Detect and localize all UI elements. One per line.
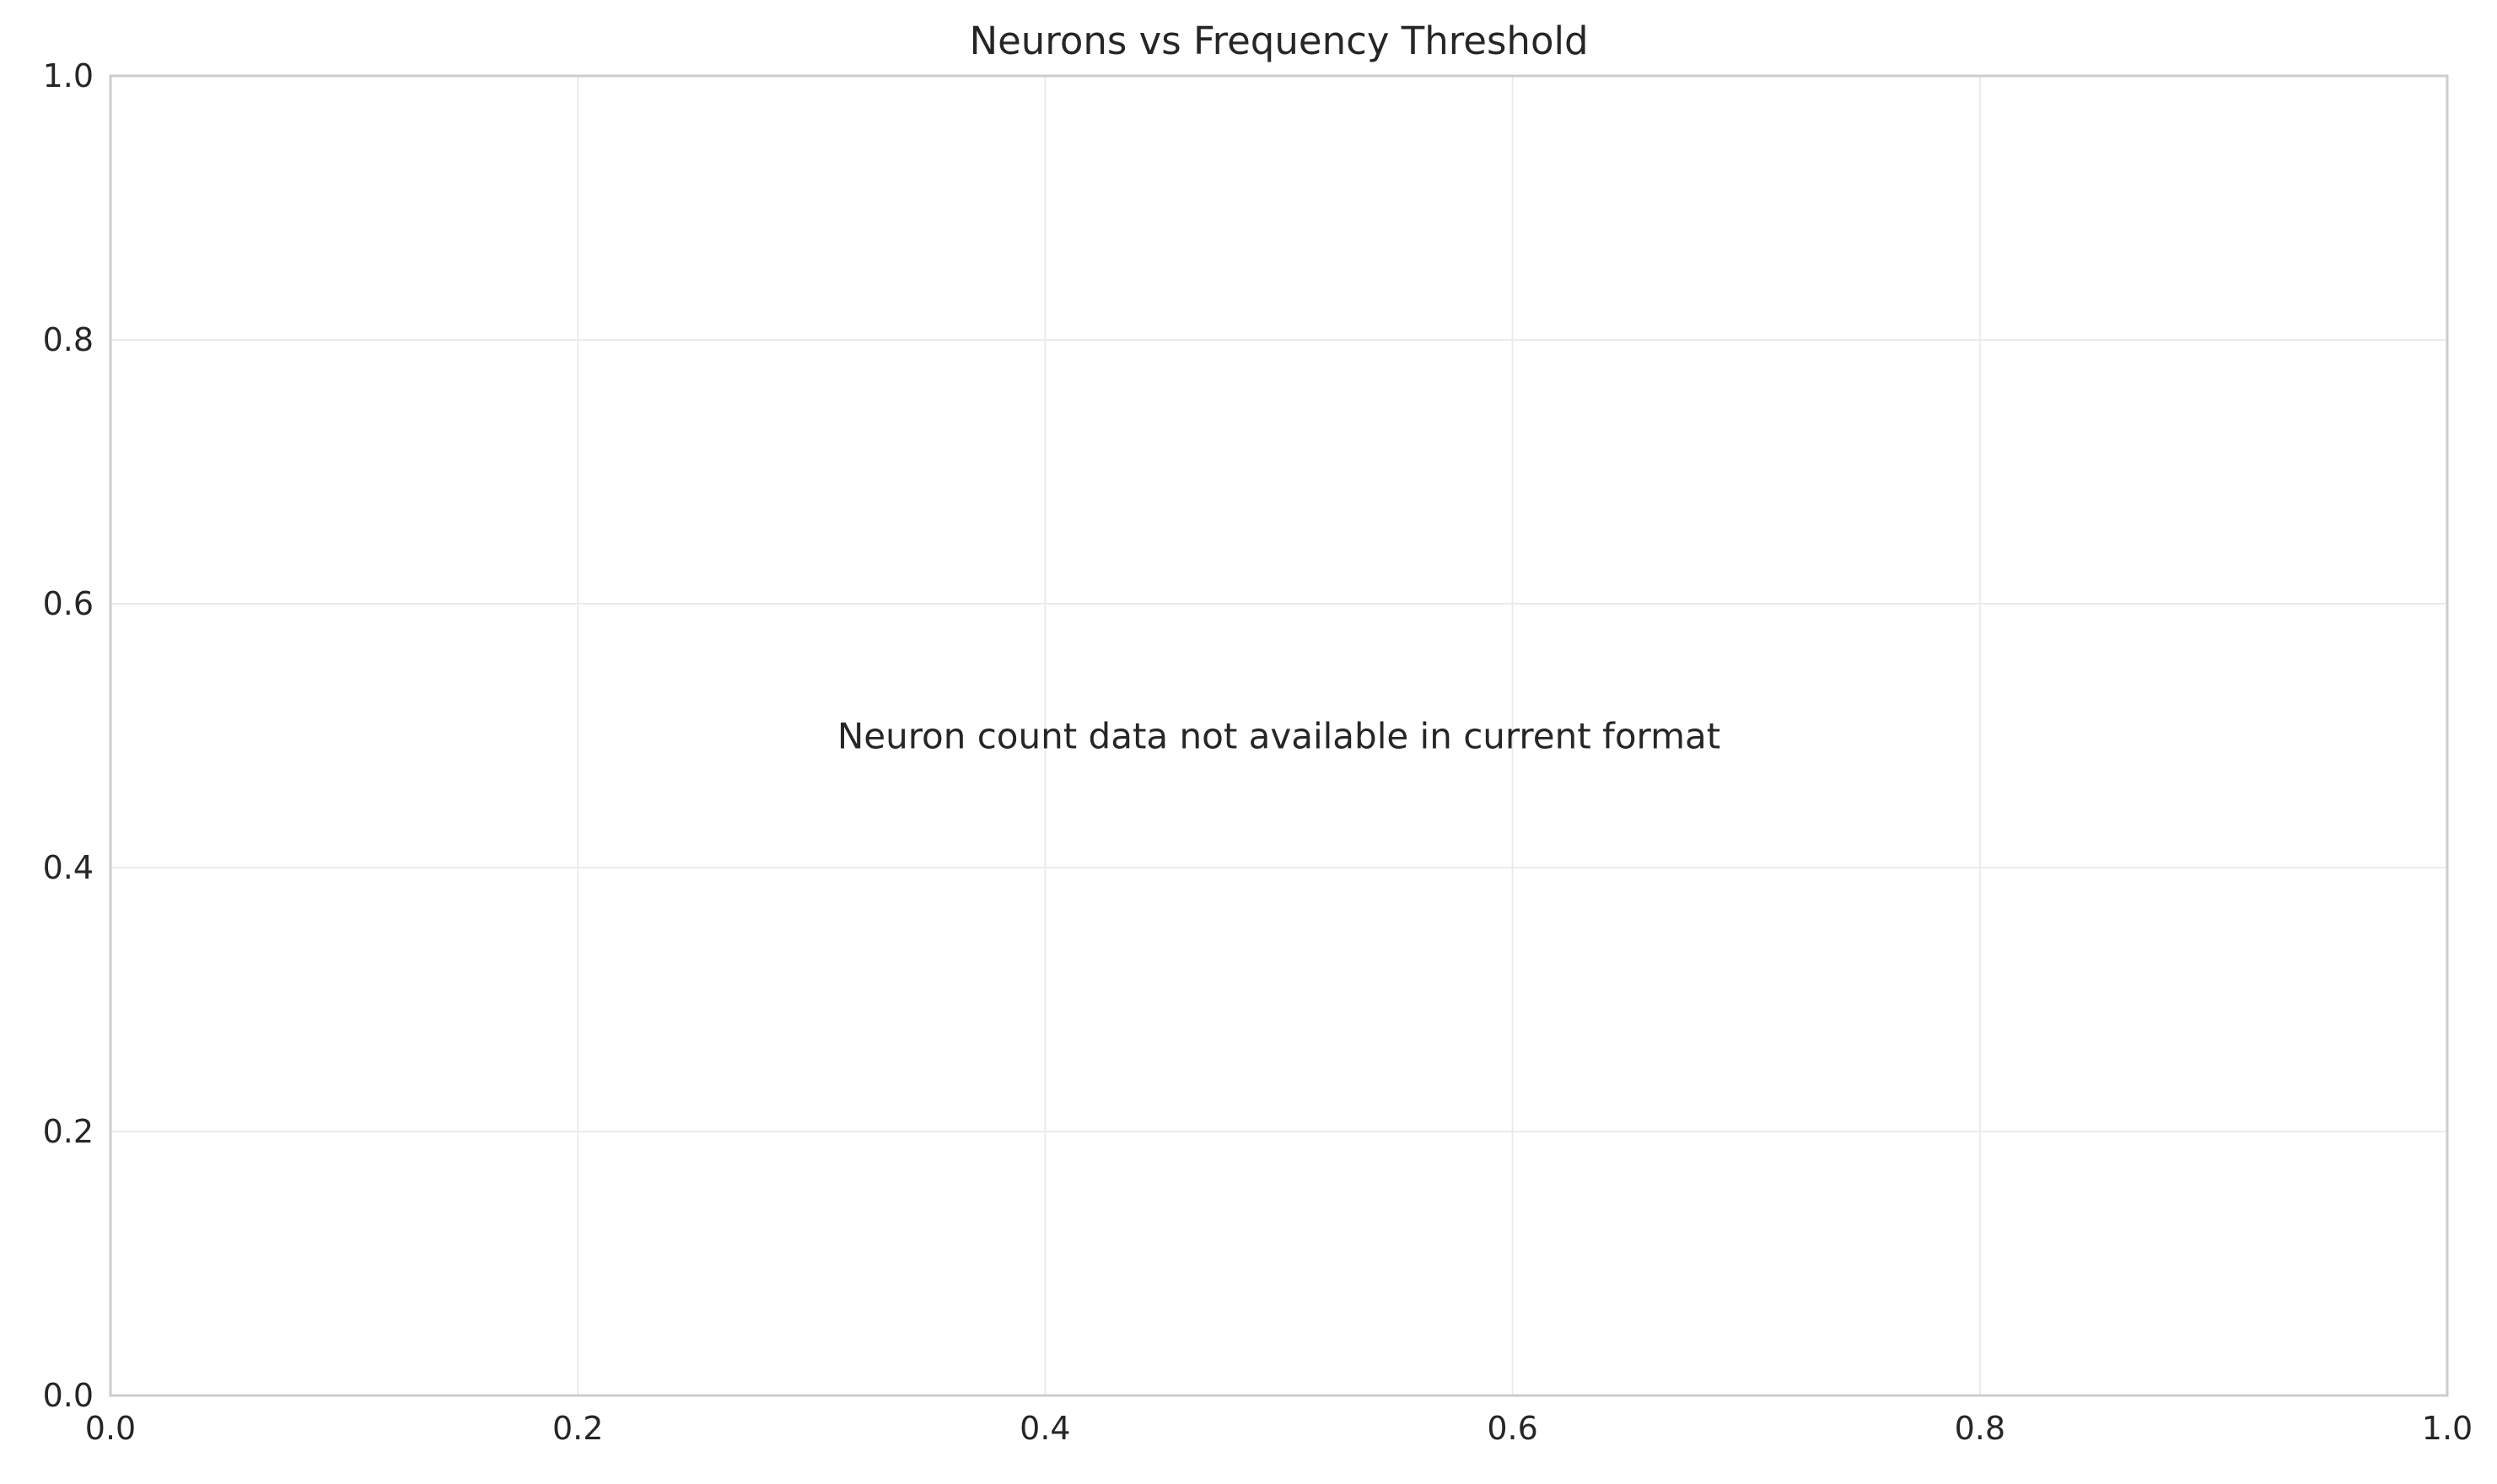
x-tick-label: 1.0 <box>2422 1410 2473 1447</box>
x-axis-ticks: 0.0 0.2 0.4 0.6 0.8 1.0 <box>85 1410 2473 1447</box>
y-tick-label: 0.8 <box>43 321 94 358</box>
y-tick-label: 0.6 <box>43 585 94 622</box>
x-tick-label: 0.2 <box>552 1410 603 1447</box>
y-tick-label: 0.2 <box>43 1113 94 1150</box>
chart-title: Neurons vs Frequency Threshold <box>969 19 1588 63</box>
no-data-annotation: Neuron count data not available in curre… <box>837 716 1720 757</box>
x-tick-label: 0.6 <box>1487 1410 1537 1447</box>
y-tick-label: 1.0 <box>43 57 94 94</box>
plot-frame <box>109 74 2449 1397</box>
x-tick-label: 0.0 <box>85 1410 136 1447</box>
x-tick-label: 0.4 <box>1020 1410 1070 1447</box>
x-tick-label: 0.8 <box>1955 1410 2005 1447</box>
y-tick-label: 0.0 <box>43 1377 94 1414</box>
y-axis-ticks: 0.0 0.2 0.4 0.6 0.8 1.0 <box>43 57 94 1414</box>
y-tick-label: 0.4 <box>43 849 94 886</box>
